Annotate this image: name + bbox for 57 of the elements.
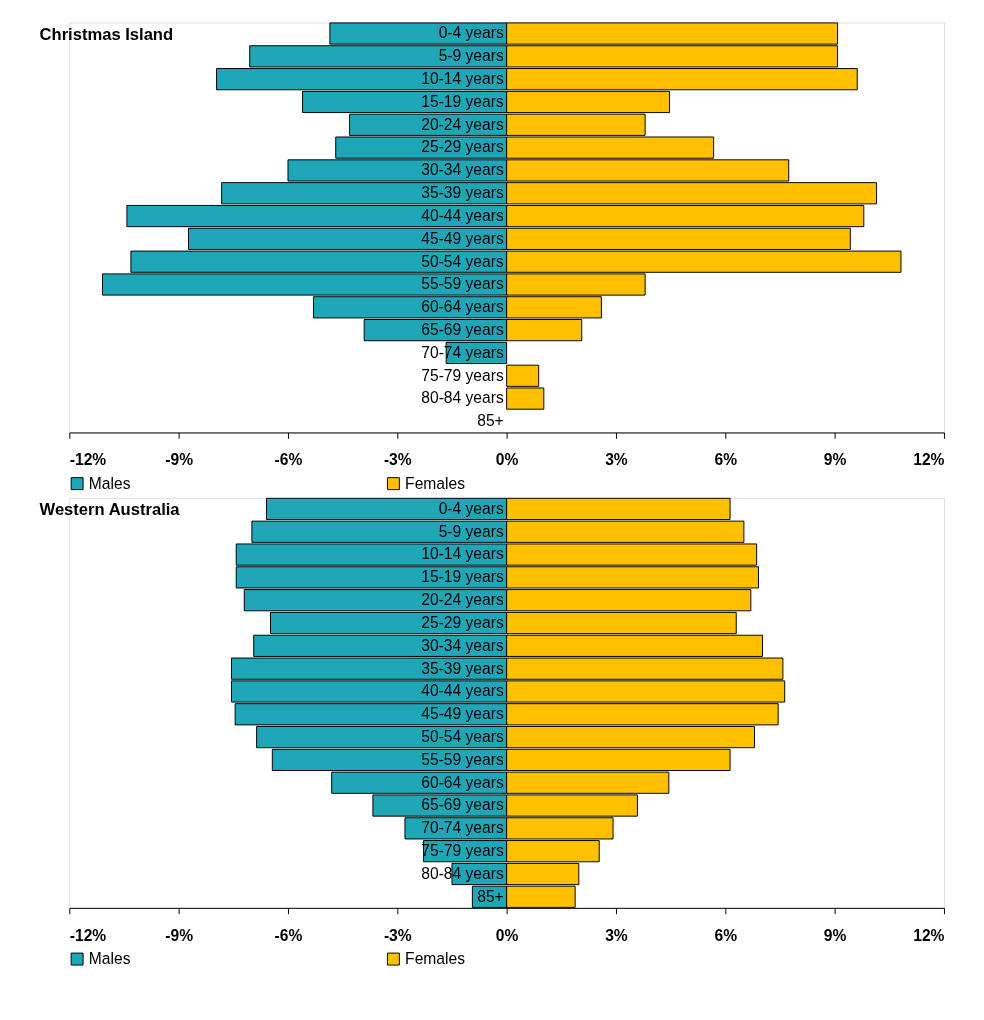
legend-label: Males	[88, 474, 131, 492]
x-tick-label: 3%	[605, 451, 628, 469]
y-tick-label: 85+	[477, 887, 504, 905]
y-tick-label: 60-64 years	[421, 773, 504, 791]
y-tick-label: 10-14 years	[421, 70, 504, 88]
x-tick-label: 6%	[714, 451, 738, 469]
y-tick-label: 10-14 years	[421, 545, 504, 563]
y-tick-label: 35-39 years	[421, 659, 504, 677]
x-tick-label: -6%	[274, 926, 303, 944]
y-tick-label: 85+	[477, 412, 504, 430]
x-tick-label: -9%	[165, 926, 194, 944]
y-tick-label: 20-24 years	[421, 591, 504, 609]
x-tick-label: 0%	[495, 451, 519, 469]
x-tick-label: -6%	[274, 451, 303, 469]
x-tick-label: -12%	[69, 451, 107, 469]
y-tick-label: 65-69 years	[421, 796, 504, 814]
y-tick-label: 45-49 years	[421, 229, 504, 247]
chart-title: Christmas Island	[39, 25, 174, 44]
y-tick-label: 30-34 years	[421, 636, 504, 654]
x-tick-label: 3%	[605, 926, 628, 944]
y-tick-label: 15-19 years	[421, 92, 504, 110]
y-tick-label: 30-34 years	[421, 161, 504, 179]
x-tick-label: 9%	[823, 451, 847, 469]
legend-label: Females	[405, 474, 466, 492]
x-tick-label: 12%	[913, 451, 945, 469]
y-tick-label: 70-74 years	[421, 819, 504, 837]
y-tick-label: 5-9 years	[438, 522, 504, 540]
y-tick-label: 25-29 years	[421, 138, 504, 156]
x-tick-label: -9%	[165, 451, 194, 469]
y-tick-label: 55-59 years	[421, 750, 504, 768]
y-tick-label: 65-69 years	[421, 321, 504, 339]
x-tick-label: -3%	[383, 926, 412, 944]
legend-label: Females	[405, 949, 466, 967]
legend-label: Males	[88, 949, 131, 967]
y-tick-label: 45-49 years	[421, 705, 504, 723]
y-tick-label: 15-19 years	[421, 568, 504, 586]
x-tick-label: 6%	[714, 926, 738, 944]
y-tick-label: 50-54 years	[421, 252, 504, 270]
x-tick-label: -12%	[69, 926, 107, 944]
y-tick-label: 0-4 years	[438, 499, 504, 517]
y-tick-label: 60-64 years	[421, 298, 504, 316]
chart-title: Western Australia	[39, 500, 181, 520]
y-tick-label: 25-29 years	[421, 613, 504, 631]
x-tick-label: 0%	[495, 926, 519, 944]
y-tick-label: 75-79 years	[421, 366, 504, 384]
y-tick-label: 35-39 years	[421, 184, 504, 202]
x-tick-label: 12%	[913, 926, 945, 944]
y-tick-label: 40-44 years	[421, 206, 504, 224]
y-tick-label: 40-44 years	[421, 682, 504, 700]
x-tick-label: 9%	[823, 926, 847, 944]
y-tick-label: 0-4 years	[438, 24, 504, 42]
y-tick-label: 50-54 years	[421, 727, 504, 745]
y-tick-label: 5-9 years	[438, 47, 504, 65]
x-tick-label: -3%	[383, 451, 412, 469]
y-tick-label: 80-84 years	[421, 389, 504, 407]
y-tick-label: 55-59 years	[421, 275, 504, 293]
y-tick-label: 20-24 years	[421, 115, 504, 133]
